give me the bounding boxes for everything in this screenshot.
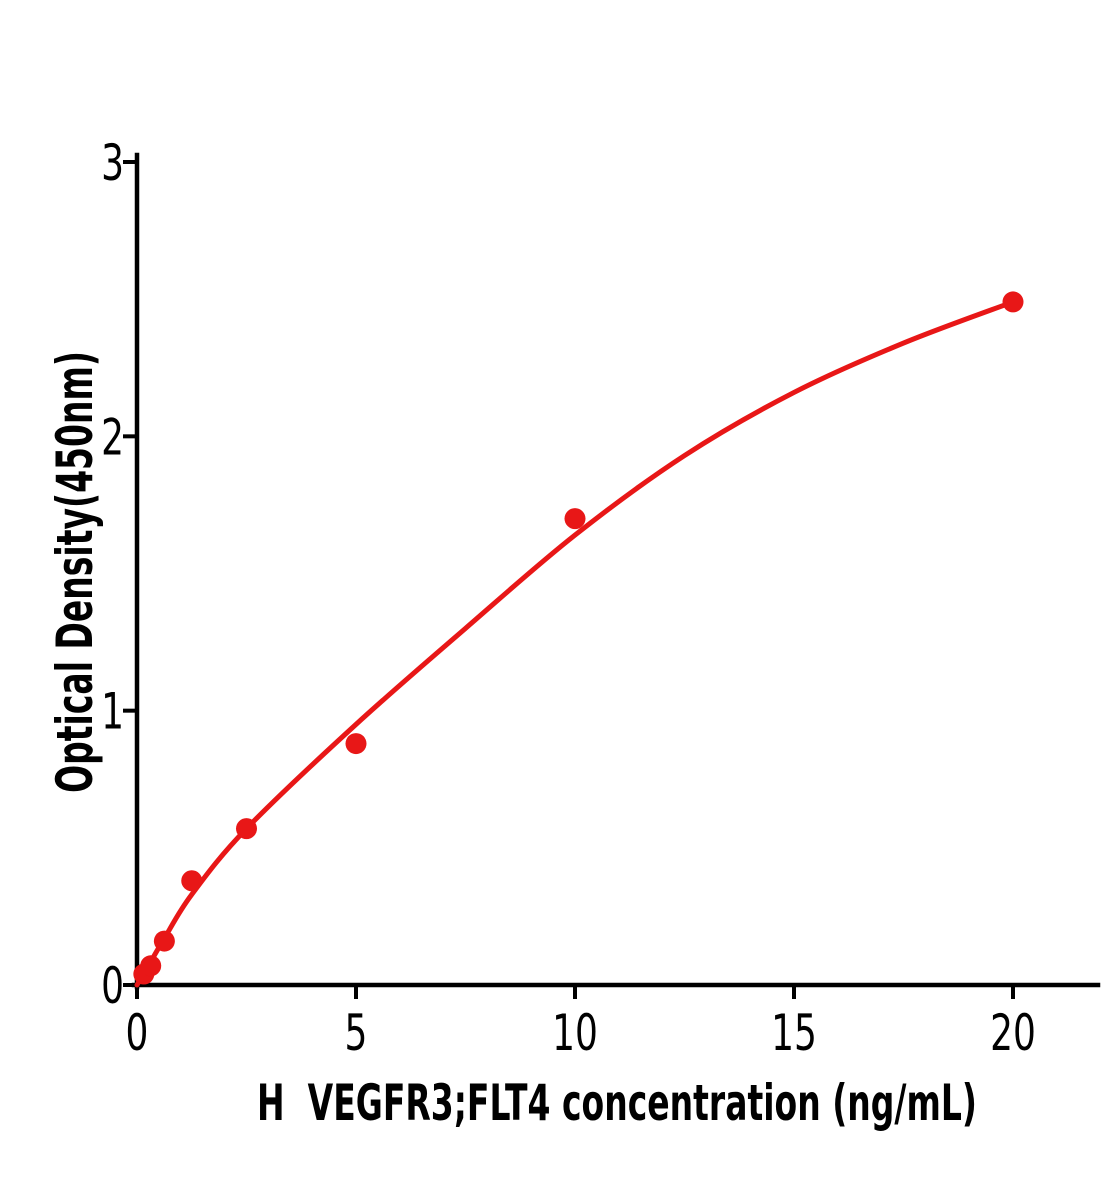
y-axis-title: Optical Density(450nm) <box>46 351 104 793</box>
x-tick-label: 5 <box>345 1005 368 1062</box>
y-tick-label: 3 <box>101 135 124 192</box>
data-point <box>564 508 586 530</box>
fit-curve-line <box>134 299 1016 988</box>
data-point <box>236 818 257 840</box>
x-axis-title: H VEGFR3;FLT4 concentration (ng/mL) <box>257 1074 977 1132</box>
data-point <box>1002 291 1024 313</box>
data-point <box>181 870 203 892</box>
axes-layer: 0 1 2 3 0 5 10 15 20 <box>101 135 1101 1063</box>
y-tick-label: 0 <box>101 958 124 1015</box>
series-layer <box>133 291 1024 988</box>
x-tick-label: 0 <box>126 1005 149 1062</box>
x-tick-label: 20 <box>990 1005 1036 1062</box>
x-tick-label: 10 <box>552 1005 598 1062</box>
data-point <box>153 930 175 952</box>
data-point <box>345 733 367 755</box>
x-tick-label: 15 <box>771 1005 817 1062</box>
y-tick-label: 2 <box>101 410 124 467</box>
y-tick-label: 1 <box>101 684 124 741</box>
data-point <box>140 955 162 977</box>
